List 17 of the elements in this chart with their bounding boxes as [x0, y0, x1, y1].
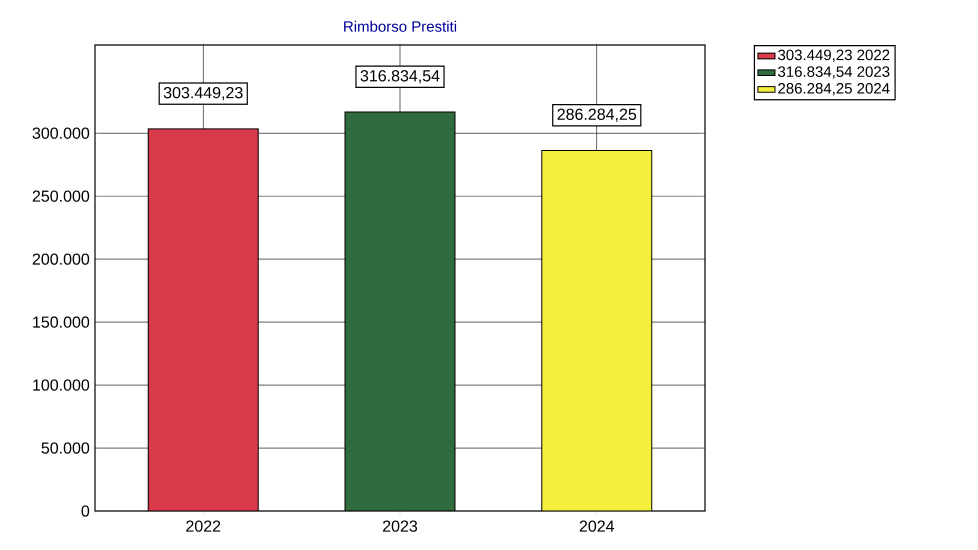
y-tick-label: 300.000: [32, 128, 90, 139]
y-tick-label: 100.000: [33, 379, 90, 391]
y-tick-label: 200.000: [32, 253, 90, 265]
y-tick-label: 250.000: [32, 190, 90, 202]
x-tick-label: 2022: [186, 520, 220, 532]
data-label: 303.449,23: [164, 87, 243, 100]
y-tick-label: 0: [82, 505, 90, 517]
y-tick-label: 50.000: [42, 442, 90, 454]
y-tick-label: 150.000: [33, 316, 90, 328]
x-tick-label: 2024: [580, 520, 614, 532]
legend-label: 286.284,25 2024: [778, 83, 890, 96]
legend-label: 316.834,54 2023: [778, 66, 890, 79]
chart-title: Rimborso Prestiti: [344, 20, 456, 32]
data-label: 316.834,54: [360, 70, 440, 84]
legend-label: 303.449,23 2022: [778, 50, 890, 62]
x-tick-label: 2023: [383, 520, 418, 532]
data-label: 286.284,25: [558, 108, 636, 122]
